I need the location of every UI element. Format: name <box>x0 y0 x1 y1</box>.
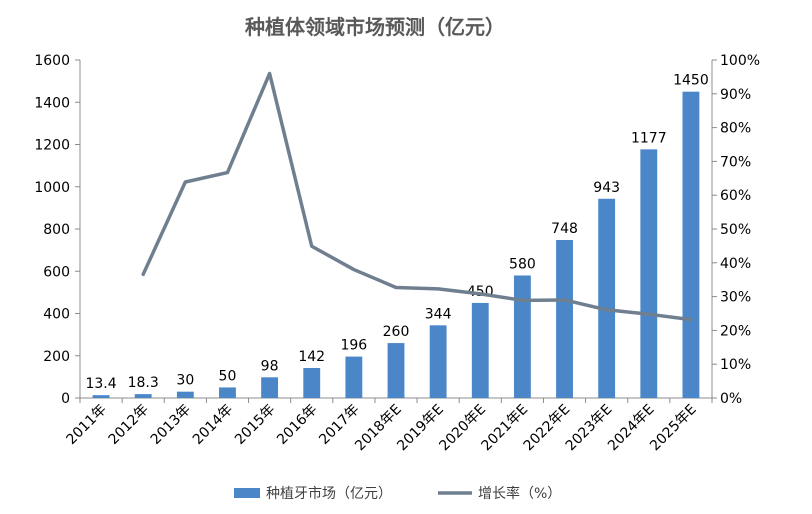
legend-bar-label: 种植牙市场（亿元） <box>266 485 392 502</box>
left-tick-label: 800 <box>43 222 70 238</box>
right-tick-label: 30% <box>720 290 751 306</box>
right-tick-label: 50% <box>720 222 751 238</box>
left-tick-label: 200 <box>43 349 70 365</box>
bar-data-label: 748 <box>551 221 578 237</box>
x-tick-label: 2015年 <box>232 402 278 448</box>
legend: 种植牙市场（亿元） 增长率（%） <box>234 485 561 502</box>
x-tick-label: 2011年 <box>63 402 109 448</box>
bar-data-label: 1177 <box>631 130 667 146</box>
bar-data-label: 580 <box>509 256 536 272</box>
left-tick-label: 0 <box>61 391 70 407</box>
right-tick-label: 60% <box>720 188 751 204</box>
bar <box>556 239 573 398</box>
growth-rate-point <box>394 285 398 289</box>
right-tick-label: 100% <box>720 53 760 69</box>
bars-group <box>92 91 700 398</box>
legend-line-label: 增长率（%） <box>478 485 561 502</box>
bar <box>261 377 279 398</box>
bar <box>345 356 363 398</box>
x-tick-label: 2012年 <box>106 402 152 448</box>
left-tick-label: 600 <box>43 264 70 280</box>
bar-data-label: 260 <box>383 324 410 340</box>
bar-data-label: 18.3 <box>128 375 159 391</box>
left-tick-label: 1600 <box>34 53 70 69</box>
left-tick-label: 1000 <box>34 180 70 196</box>
bar-data-label: 196 <box>340 338 367 354</box>
bar-data-label: 13.4 <box>85 376 116 392</box>
bar <box>598 198 616 398</box>
bar-data-label: 142 <box>298 349 325 365</box>
axes-group: 0 200 400 600 800 1000 1200 1400 1600 0% 10% 20% 30%… <box>34 53 760 407</box>
chart-title: 种植体领域市场预测（亿元） <box>244 15 505 39</box>
x-tick-label: 2013年 <box>148 402 194 448</box>
bar <box>471 302 489 398</box>
growth-rate-point <box>563 298 567 302</box>
growth-rate-point <box>310 244 314 248</box>
right-tick-label: 70% <box>720 154 751 170</box>
growth-rate-point <box>268 72 272 76</box>
bar <box>92 395 110 398</box>
growth-rate-point <box>225 171 229 175</box>
left-tick-label: 1400 <box>34 95 70 111</box>
right-tick-label: 90% <box>720 87 751 103</box>
bar-data-label: 943 <box>593 180 620 196</box>
bar <box>134 394 152 398</box>
x-tick-label: 2025年E <box>647 402 700 455</box>
bar-data-label: 30 <box>176 373 194 389</box>
bar <box>219 387 236 398</box>
growth-rate-line <box>141 71 693 322</box>
growth-line-group <box>141 71 693 322</box>
bar <box>303 368 321 398</box>
x-tick-labels-group: 2011年2012年2013年2014年2015年2016年2017年2018年… <box>63 402 699 455</box>
growth-rate-point <box>520 298 524 302</box>
growth-rate-point <box>689 318 693 322</box>
growth-rate-point <box>605 308 609 312</box>
right-tick-label: 0% <box>720 391 742 407</box>
bar <box>176 391 194 398</box>
bar <box>682 91 700 398</box>
right-tick-label: 40% <box>720 256 751 272</box>
growth-rate-point <box>436 287 440 291</box>
growth-rate-point <box>647 312 651 316</box>
bar-data-label: 1450 <box>673 73 709 89</box>
bar-data-label: 50 <box>219 368 237 384</box>
bar-data-label: 344 <box>425 306 452 322</box>
left-tick-label: 1200 <box>34 138 70 154</box>
growth-rate-point <box>352 268 356 272</box>
bar <box>387 343 405 398</box>
bar-data-label: 98 <box>261 358 279 374</box>
left-tick-label: 400 <box>43 307 70 323</box>
right-tick-label: 20% <box>720 323 751 339</box>
bar <box>429 325 447 398</box>
right-tick-label: 10% <box>720 357 751 373</box>
growth-rate-point <box>478 292 482 296</box>
bar <box>640 149 658 398</box>
bar <box>513 275 531 398</box>
right-tick-label: 80% <box>720 121 751 137</box>
growth-rate-point <box>183 180 187 184</box>
x-tick-label: 2014年 <box>190 402 236 448</box>
growth-rate-point <box>141 272 145 276</box>
x-tick-label: 2016年 <box>274 402 320 448</box>
legend-bar-swatch <box>234 488 260 498</box>
